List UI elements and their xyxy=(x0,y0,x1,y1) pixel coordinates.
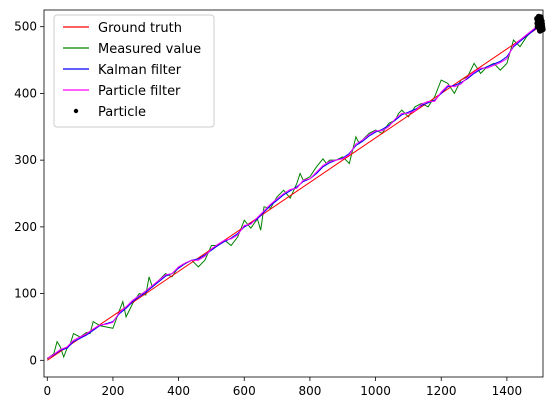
legend-label-particle: Particle xyxy=(98,105,146,120)
x-tick-label: 1000 xyxy=(360,384,391,398)
x-tick-label: 1400 xyxy=(492,384,523,398)
axes-frame xyxy=(43,9,544,378)
y-axis-ticks: 0 100 200 300 400 500 xyxy=(14,20,44,367)
x-tick-label: 400 xyxy=(167,384,190,398)
x-tick-label: 800 xyxy=(298,384,321,398)
y-tick-label: 500 xyxy=(14,20,37,34)
legend: Ground truth Measured value Kalman filte… xyxy=(53,14,215,128)
series-line-particle-filter xyxy=(47,23,541,359)
y-tick-label: 200 xyxy=(14,220,37,234)
legend-label-kalman-filter: Kalman filter xyxy=(98,63,182,78)
series-layer xyxy=(46,22,541,361)
y-tick-label: 300 xyxy=(14,153,37,167)
y-tick-label: 400 xyxy=(14,86,37,100)
x-tick-label: 1200 xyxy=(426,384,457,398)
legend-label-ground-truth: Ground truth xyxy=(98,21,182,36)
legend-label-particle-filter: Particle filter xyxy=(98,84,181,99)
legend-box xyxy=(53,14,215,128)
x-tick-label: 0 xyxy=(43,384,51,398)
legend-marker-particle xyxy=(73,108,79,114)
x-axis-ticks: 0 200 400 600 800 1000 1200 1400 xyxy=(43,377,522,398)
y-tick-label: 100 xyxy=(14,287,37,301)
x-tick-label: 600 xyxy=(233,384,256,398)
particle-point xyxy=(538,16,544,23)
y-tick-label: 0 xyxy=(29,353,37,367)
particle-point xyxy=(536,22,543,29)
particle-layer xyxy=(534,13,546,34)
legend-label-measured-value: Measured value xyxy=(98,42,201,57)
x-tick-label: 200 xyxy=(101,384,124,398)
series-line-measured-value xyxy=(46,22,541,360)
